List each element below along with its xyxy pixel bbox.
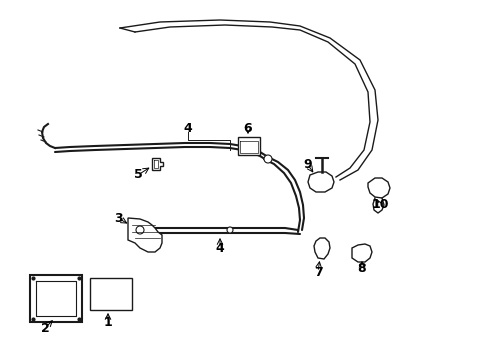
Text: 8: 8: [358, 261, 367, 274]
Bar: [238, 137, 260, 155]
Text: 2: 2: [41, 321, 49, 334]
Polygon shape: [308, 172, 334, 192]
Circle shape: [227, 227, 233, 233]
Polygon shape: [352, 244, 372, 262]
Text: 10: 10: [371, 198, 389, 211]
Text: 4: 4: [184, 122, 193, 135]
Polygon shape: [368, 178, 390, 198]
Circle shape: [136, 226, 144, 234]
Text: 3: 3: [114, 211, 122, 225]
Text: 1: 1: [103, 315, 112, 328]
Bar: [90, 278, 132, 310]
Polygon shape: [314, 238, 330, 259]
Text: 6: 6: [244, 122, 252, 135]
Polygon shape: [128, 218, 162, 252]
Text: 7: 7: [314, 266, 322, 279]
Circle shape: [264, 155, 272, 163]
Polygon shape: [152, 158, 163, 170]
Polygon shape: [30, 275, 82, 322]
Text: 9: 9: [304, 158, 312, 171]
Text: 5: 5: [134, 168, 143, 181]
Text: 4: 4: [216, 242, 224, 255]
